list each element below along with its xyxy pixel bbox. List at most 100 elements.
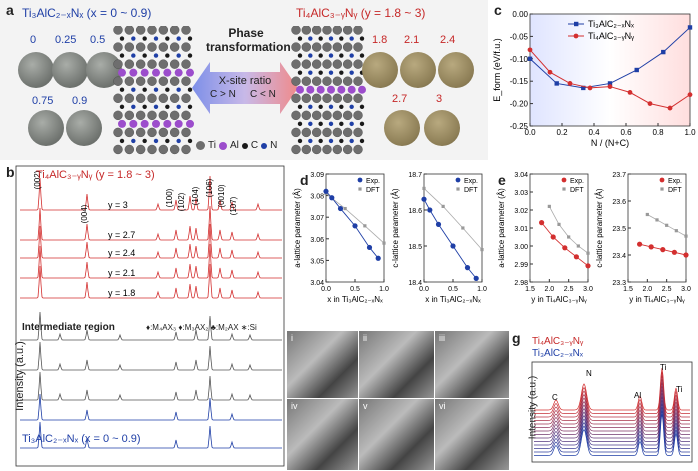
dft-point <box>645 212 649 217</box>
x-atom <box>176 53 181 58</box>
exp-point <box>683 252 689 258</box>
x-atom <box>318 121 323 127</box>
y-tick-label: -0.20 <box>510 100 529 109</box>
ti-atom <box>113 127 123 138</box>
y-tick-label: 3.00 <box>514 244 528 251</box>
x-atom <box>165 36 170 41</box>
ti-atom <box>301 26 312 35</box>
sample-label: 3 <box>436 93 443 105</box>
y-tick-label: 3.04 <box>514 172 528 179</box>
x-atom <box>318 53 323 58</box>
ti-atom <box>322 110 332 121</box>
ti-atom <box>181 42 191 52</box>
x-atom <box>176 87 181 92</box>
exp-point <box>366 244 373 251</box>
ti-atom <box>113 144 123 155</box>
y-tick-label: 23.7 <box>612 172 626 179</box>
ti-atom <box>291 93 301 103</box>
al-atom <box>163 119 172 128</box>
xsite-title: X-site ratio <box>218 75 272 87</box>
x-atom <box>308 138 313 144</box>
ti-atom <box>353 76 363 86</box>
exp-point <box>337 205 344 212</box>
ti-atom <box>169 42 180 52</box>
exp-point <box>427 207 433 213</box>
ti-atom <box>147 26 157 35</box>
x-atom <box>119 104 125 110</box>
lattice-d-charts: 0.0 0.5 1.0 3.09 3.08 3.07 3.06 3.05 3.04 x in Ti… <box>293 172 487 304</box>
ti-atom <box>124 76 135 86</box>
peak-label: (107) <box>229 196 238 215</box>
dft-point <box>422 186 426 190</box>
exp-point <box>329 195 335 201</box>
x-atom <box>165 53 170 58</box>
sample-label: 0.75 <box>32 95 54 107</box>
sample-label: 2.7 <box>392 93 408 105</box>
sample-disc <box>66 110 102 146</box>
exp-point <box>323 188 329 194</box>
x-axis-label: N / (N+C) <box>591 138 629 148</box>
ti-atom <box>311 59 322 69</box>
x-atom <box>297 138 303 144</box>
x-atom <box>153 104 159 110</box>
x-tick-label: 2.5 <box>564 286 574 293</box>
ti-atom <box>291 144 301 155</box>
ti-atom <box>301 110 312 121</box>
y-tick-label: 3.02 <box>514 208 528 215</box>
ti-atom-icon <box>196 141 205 150</box>
legend-label: Exp. <box>668 178 682 185</box>
data-point <box>527 56 533 61</box>
exp-point <box>562 245 568 251</box>
x-atom <box>187 36 193 41</box>
y-value-label: y = 2.7 <box>108 230 135 240</box>
ti-atom <box>301 144 312 155</box>
n-atom-icon <box>261 142 268 149</box>
y-tick-label: -0.15 <box>510 77 529 86</box>
exp-point <box>550 234 556 240</box>
sample-disc <box>400 52 436 88</box>
y-tick-label: 18.6 <box>408 208 422 215</box>
x-tick-label: 0.0 <box>321 286 331 293</box>
y-tick-label: -0.10 <box>510 55 529 64</box>
x-atom <box>359 138 365 144</box>
y-value-label: y = 1.8 <box>108 288 135 298</box>
x-atom <box>339 36 344 41</box>
right-title: Ti₄AlC₃₋ᵧNᵧ (y = 1.8 ~ 3) <box>296 6 426 20</box>
legend-marker <box>660 187 664 191</box>
ti-atom <box>147 42 157 52</box>
ti-atom <box>353 93 363 103</box>
legend-label: Ti₃AlC₂₋ₓNₓ <box>588 19 634 29</box>
ti-atom <box>353 42 363 52</box>
dft-point <box>441 204 445 208</box>
legend-label: Exp. <box>464 178 478 185</box>
ti-atom <box>158 93 169 103</box>
sample-disc <box>384 110 420 146</box>
data-point <box>547 69 553 75</box>
x-tick-label: 0.0 <box>524 128 536 137</box>
x-atom <box>349 53 354 58</box>
sample-disc <box>18 52 54 88</box>
ti-atom <box>113 26 123 35</box>
exp-point <box>435 221 442 227</box>
ti-atom <box>353 144 363 155</box>
panel-c-label: c <box>494 2 502 18</box>
ti-atom <box>124 42 135 52</box>
y-axis-label: c-lattice parameter (Å) <box>595 188 604 267</box>
x-atom <box>359 121 365 127</box>
legend-label: Exp. <box>366 178 380 185</box>
y-tick-label: 18.5 <box>408 244 422 251</box>
data-point <box>581 85 586 91</box>
sample-disc <box>28 110 64 146</box>
data-point <box>607 84 613 89</box>
y-axis-label: a-lattice parameter (Å) <box>497 188 506 268</box>
y-tick-label: -0.05 <box>510 32 529 41</box>
y-tick-label: 3.05 <box>310 258 324 265</box>
dft-line <box>423 188 483 250</box>
ti-atom <box>113 76 123 86</box>
al-atom <box>163 68 172 77</box>
ti-atom <box>158 42 169 52</box>
peak-label: (100) <box>165 188 174 207</box>
xrd-ylabel: Intensity (a.u.) <box>14 341 26 411</box>
data-point <box>627 90 633 95</box>
ti-atom <box>342 93 353 103</box>
